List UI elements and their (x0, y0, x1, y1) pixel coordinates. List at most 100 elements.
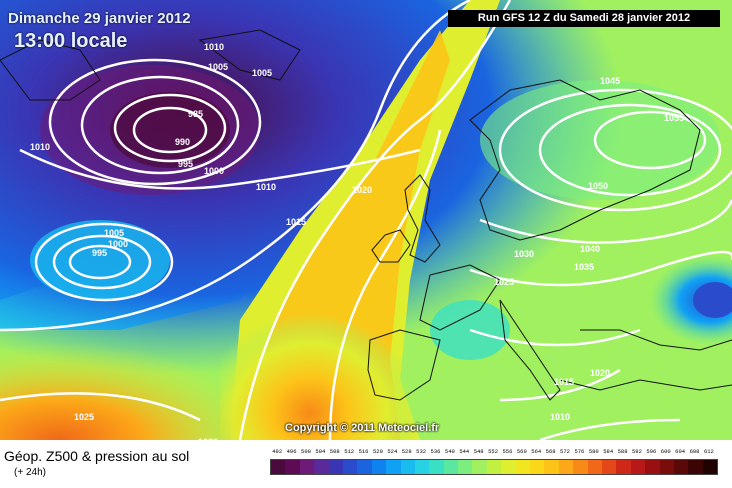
scale-swatch (386, 460, 401, 474)
scale-value: 512 (344, 448, 355, 455)
scale-swatch (328, 460, 343, 474)
scale-value: 556 (502, 448, 513, 455)
scale-value: 568 (545, 448, 556, 455)
isobar-label: 1025 (494, 277, 514, 287)
scale-value: 516 (358, 448, 369, 455)
isobar-label: 1000 (108, 239, 128, 249)
scale-value: 504 (315, 448, 326, 455)
isobar-label: 990 (175, 137, 190, 147)
scale-swatch (271, 460, 286, 474)
run-info: Run GFS 12 Z du Samedi 28 janvier 2012 (448, 10, 720, 27)
map-canvas: 1010 1005 1005 985 990 995 1000 1010 101… (0, 0, 732, 440)
isobar-label: 1010 (204, 42, 224, 52)
scale-value: 540 (444, 448, 455, 455)
isobar-label: 995 (92, 248, 107, 258)
scale-value: 528 (401, 448, 412, 455)
isobar-label: 985 (188, 109, 203, 119)
isobar-label: 1040 (580, 244, 600, 254)
scale-swatch (357, 460, 372, 474)
scale-value: 500 (301, 448, 311, 455)
scale-value: 552 (488, 448, 498, 455)
scale-swatch (299, 460, 315, 474)
isobar-label: 1020 (590, 368, 610, 378)
legend-title: Géop. Z500 & pression au sol (4, 448, 190, 464)
scale-swatch (659, 460, 674, 474)
scale-swatch (573, 460, 588, 474)
legend-subtitle: (+ 24h) (14, 467, 46, 478)
scale-value: 560 (516, 448, 527, 455)
scale-swatch (443, 460, 459, 474)
isobar-label: 1005 (104, 228, 124, 238)
scale-value: 580 (588, 448, 599, 455)
coastlines (0, 29, 732, 401)
scale-swatch (587, 460, 602, 474)
isobar-label: 1010 (256, 182, 276, 192)
scale-swatch (630, 460, 646, 474)
scale-swatch (702, 460, 718, 474)
scale-value: 576 (574, 448, 585, 455)
scale-swatch (530, 460, 545, 474)
scale-value: 496 (286, 448, 297, 455)
scale-value: 608 (689, 448, 700, 455)
forecast-time: 13:00 locale (14, 30, 128, 52)
scale-swatch (486, 460, 502, 474)
scale-value: 520 (372, 448, 383, 455)
scale-value: 604 (675, 448, 686, 455)
scale-swatch (616, 460, 631, 474)
scale-swatch (688, 460, 703, 474)
isobar-label: 1020 (352, 185, 372, 195)
scale-swatch (342, 460, 358, 474)
color-scale (270, 459, 718, 475)
scale-value: 612 (703, 448, 714, 455)
scale-swatch (515, 460, 531, 474)
isobar-label: 1010 (550, 412, 570, 422)
scale-swatch (673, 460, 689, 474)
scale-value: 532 (416, 448, 427, 455)
isobar-label: 1010 (30, 142, 50, 152)
scale-value: 544 (459, 448, 470, 455)
isobar-label: 1055 (664, 113, 684, 123)
isobar-label: 1050 (588, 181, 608, 191)
scale-swatch (472, 460, 487, 474)
scale-swatch (314, 460, 329, 474)
scale-value: 592 (632, 448, 642, 455)
isobar-label: 1000 (204, 166, 224, 176)
legend: Géop. Z500 & pression au sol (+ 24h) 492… (0, 440, 732, 488)
scale-value: 524 (387, 448, 398, 455)
scale-swatch (400, 460, 415, 474)
scale-value: 564 (531, 448, 542, 455)
scale-swatch (285, 460, 300, 474)
scale-labels: 492 496 500 504 508 512 516 520 524 528 532 536 540 5… (270, 448, 716, 458)
scale-value: 588 (617, 448, 628, 455)
scale-value: 536 (430, 448, 441, 455)
scale-value: 492 (272, 448, 283, 455)
weather-map: 1010 1005 1005 985 990 995 1000 1010 101… (0, 0, 732, 440)
scale-value: 596 (646, 448, 657, 455)
scale-swatch (458, 460, 473, 474)
isobar-label: 1005 (252, 68, 272, 78)
scale-swatch (601, 460, 617, 474)
scale-swatch (645, 460, 660, 474)
scale-value: 600 (660, 448, 671, 455)
scale-value: 572 (560, 448, 570, 455)
scale-swatch (371, 460, 387, 474)
isobar-label: 1030 (514, 249, 534, 259)
scale-swatch (414, 460, 430, 474)
isobar-label: 1045 (600, 76, 620, 86)
isobar-lines (0, 0, 732, 440)
forecast-date: Dimanche 29 janvier 2012 (8, 10, 191, 27)
scale-value: 548 (473, 448, 484, 455)
scale-value: 508 (329, 448, 340, 455)
isobar-label: 1035 (574, 262, 594, 272)
scale-value: 584 (603, 448, 614, 455)
isobar-labels: 1010 1005 1005 985 990 995 1000 1010 101… (30, 42, 684, 440)
copyright: Copyright © 2011 Meteociel.fr (285, 422, 440, 434)
isobar-label: 1015 (286, 217, 306, 227)
scale-swatch (544, 460, 559, 474)
scale-swatch (558, 460, 574, 474)
scale-swatch (501, 460, 516, 474)
isobar-label: 1005 (208, 62, 228, 72)
isobar-label: 995 (178, 159, 193, 169)
isobar-label: 1015 (554, 377, 574, 387)
isobar-label: 1020 (198, 437, 218, 440)
